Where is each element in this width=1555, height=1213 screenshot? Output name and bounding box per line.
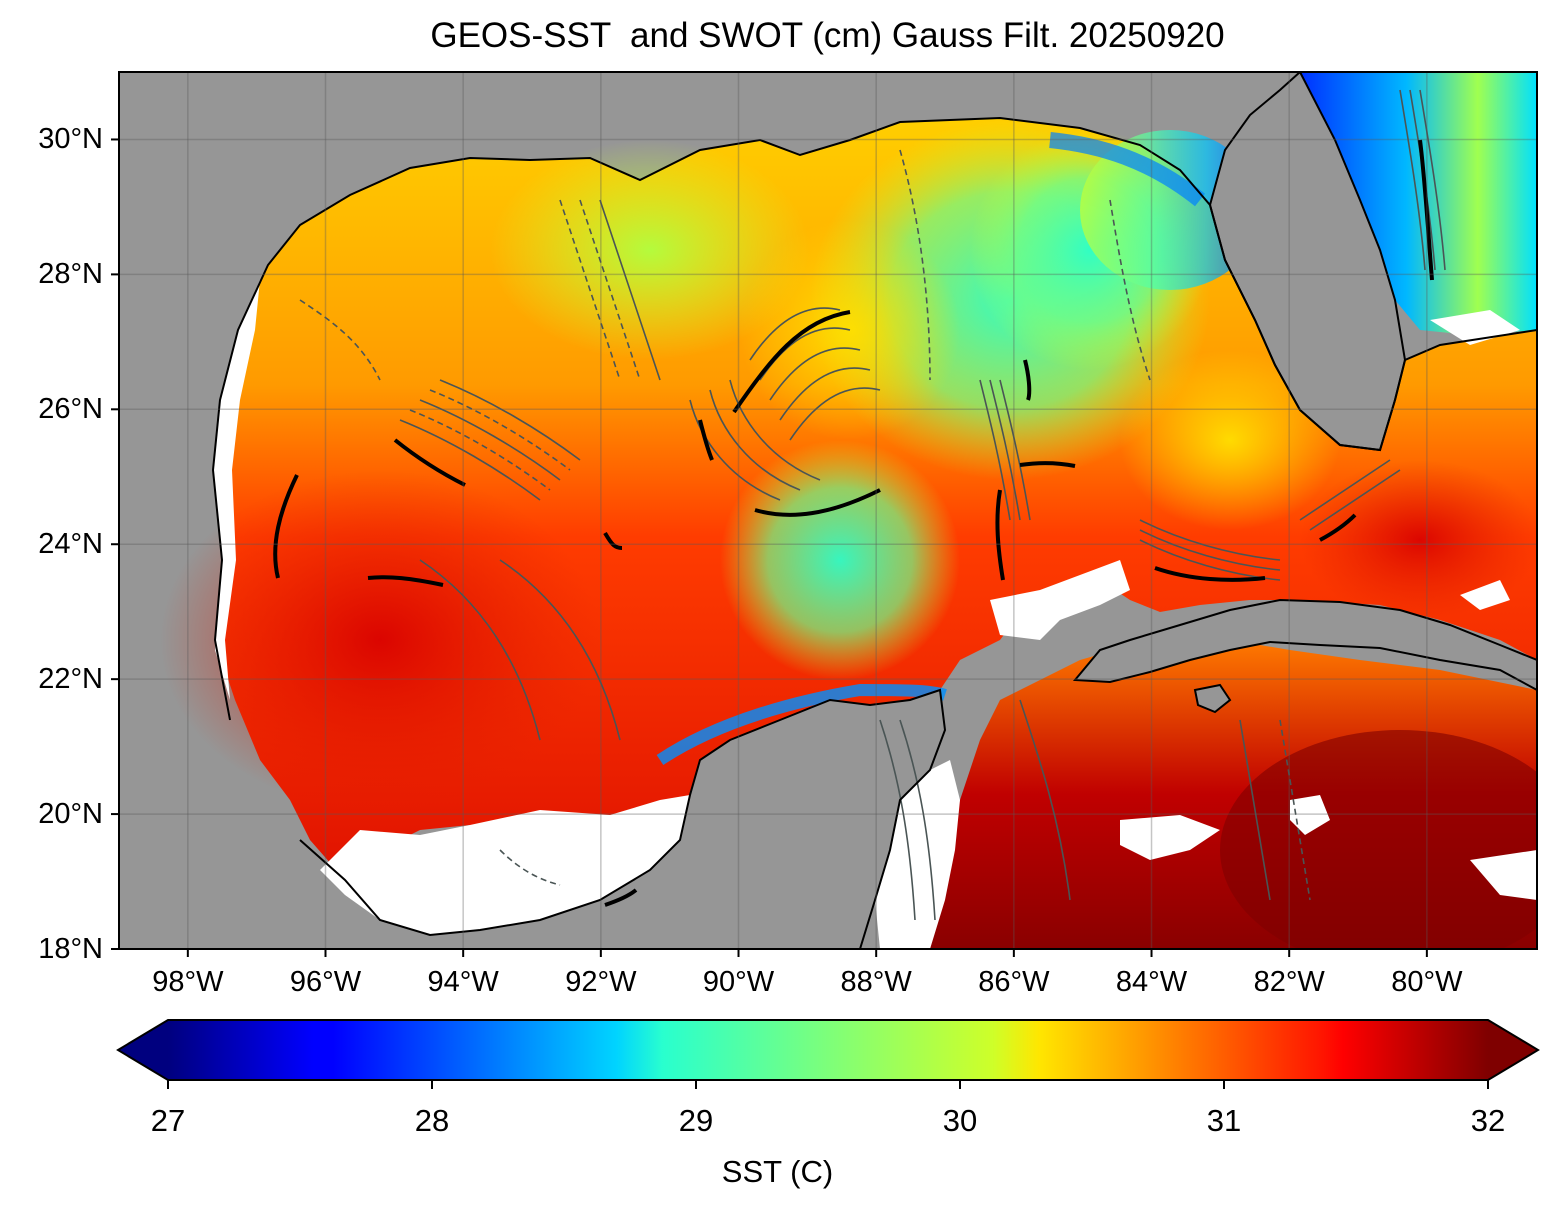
yellow-zone-2: [1120, 350, 1340, 530]
gridlines: [119, 72, 1537, 949]
lon-tick-label: 80°W: [1391, 966, 1463, 998]
lon-tick-label: 94°W: [427, 966, 499, 998]
warm-zone-2: [1300, 460, 1537, 620]
colorbar-tick-label: 31: [1206, 1103, 1242, 1138]
coastal-cool-band: [656, 683, 947, 765]
lon-tick-label: 88°W: [840, 966, 912, 998]
land-isla-juventud: [1193, 683, 1232, 714]
lon-tick-label: 98°W: [152, 966, 224, 998]
map-ticks: [111, 138, 1428, 957]
map-title: GEOS-SST and SWOT (cm) Gauss Filt. 20250…: [430, 16, 1225, 55]
colorbar-over-triangle: [1488, 1020, 1538, 1080]
missing-data-caribbean-2: [1290, 795, 1330, 835]
lat-tick-label: 30°N: [38, 123, 103, 156]
coastal-cool-band-2: [1049, 132, 1205, 207]
colorbar-tick-label: 29: [678, 1103, 714, 1138]
lon-tick-label: 92°W: [565, 966, 637, 998]
colorbar-tick-label: 30: [942, 1103, 978, 1138]
land-yucatan: [119, 690, 945, 949]
lat-tick-label: 22°N: [38, 663, 103, 696]
missing-data-cuba-north: [990, 560, 1130, 640]
land-cuba: [1072, 598, 1537, 692]
missing-data-cays: [1460, 580, 1510, 610]
missing-data-caribbean-1: [1120, 815, 1220, 860]
hot-zone: [1220, 730, 1537, 949]
zero-contours: [273, 139, 1434, 907]
coastline: [211, 116, 1537, 721]
green-zone: [490, 140, 810, 360]
lon-tick-label: 90°W: [702, 966, 775, 998]
lat-tick-label: 28°N: [38, 258, 103, 291]
lon-tick-label: 84°W: [1115, 966, 1188, 998]
map-frame: [118, 71, 1538, 950]
lat-tick-label: 26°N: [38, 393, 103, 426]
warm-zone: [160, 470, 600, 810]
colorbar-under-triangle: [118, 1020, 168, 1080]
missing-data-caribbean-3: [1470, 850, 1537, 900]
lat-tick-label: 20°N: [38, 798, 103, 831]
coastline-yucatan: [299, 688, 947, 949]
lon-tick-label: 96°W: [289, 966, 362, 998]
ssh-contours: [299, 89, 1446, 921]
map-data-layer: [119, 72, 1537, 949]
lon-tick-label: 86°W: [978, 966, 1050, 998]
colorbar-ticks: [167, 1080, 1489, 1089]
lon-tick-label: 82°W: [1253, 966, 1325, 998]
lat-tick-label: 24°N: [38, 528, 103, 561]
colorbar-tick-label: 28: [414, 1103, 450, 1138]
lat-tick-label: 18°N: [38, 933, 103, 965]
shelf-water: [1080, 130, 1260, 290]
colorbar-label: SST (C): [721, 1154, 834, 1189]
colorbar-tick-label: 27: [150, 1103, 186, 1138]
atlantic-ocean: [1300, 72, 1537, 335]
colorbar-tick-label: 32: [1470, 1103, 1506, 1138]
colorbar-gradient: [168, 1020, 1488, 1080]
map-panel: [111, 71, 1538, 957]
missing-data-yucatan-strait: [875, 760, 960, 949]
